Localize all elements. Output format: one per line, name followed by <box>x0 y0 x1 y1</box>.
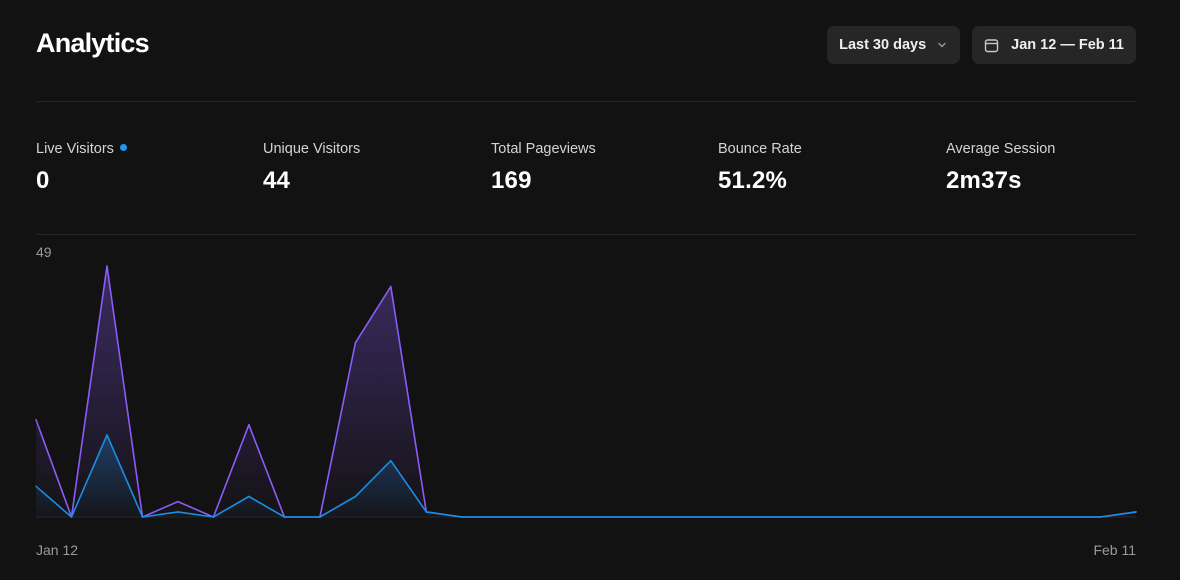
visitors-point <box>886 516 889 518</box>
stat-value: 169 <box>491 167 532 194</box>
visitors-point <box>957 516 960 518</box>
visitors-point <box>319 516 321 518</box>
stat-value: 2m37s <box>946 167 1022 194</box>
visitors-point <box>851 516 853 518</box>
pageviews-point <box>354 342 357 344</box>
page-title: Analytics <box>36 28 150 58</box>
visitors-point <box>1135 511 1137 513</box>
chevron-down-icon <box>936 39 948 51</box>
stat-total-pageviews: Total Pageviews 169 <box>491 140 596 195</box>
visitors-point <box>461 516 463 518</box>
visitors-point <box>567 516 570 518</box>
stat-unique-visitors: Unique Visitors 44 <box>263 140 360 195</box>
visitors-point <box>106 434 108 436</box>
visitors-point <box>780 516 782 518</box>
pageviews-point <box>35 418 37 421</box>
visitors-point <box>744 516 747 518</box>
stat-value: 0 <box>36 167 50 194</box>
stat-label: Total Pageviews <box>491 141 596 157</box>
live-indicator-dot <box>119 144 127 151</box>
chart-plot-area <box>35 265 1137 518</box>
stat-label: Live Visitors <box>36 141 114 157</box>
visitors-point <box>283 516 286 518</box>
y-axis-max-label: 49 <box>36 244 52 260</box>
visitors-point <box>354 495 357 498</box>
stat-live-visitors: Live Visitors 0 <box>36 140 127 195</box>
stat-average-session: Average Session 2m37s <box>946 140 1055 195</box>
pageviews-point <box>106 265 108 267</box>
stat-value: 44 <box>263 167 291 194</box>
visitors-point <box>673 516 676 518</box>
visitors-point <box>638 516 640 518</box>
pageviews-point <box>390 285 392 288</box>
visitors-point <box>390 459 392 462</box>
visitors-point <box>177 511 179 513</box>
visitors-point <box>1064 516 1066 518</box>
x-axis-start-label: Jan 12 <box>36 542 79 558</box>
date-range-button[interactable]: Jan 12 — Feb 11 <box>972 26 1136 64</box>
stats-divider <box>36 234 1136 235</box>
visitors-point <box>532 516 534 518</box>
pageviews-area <box>36 266 1136 517</box>
pageviews-point <box>248 424 250 426</box>
pageviews-point <box>177 500 179 503</box>
visitors-point <box>709 516 711 518</box>
visitors-point <box>35 485 37 488</box>
header-controls: Last 30 days Jan 12 — Feb 11 <box>827 26 1136 64</box>
pageviews-line <box>35 265 1137 518</box>
visitors-point <box>248 495 250 498</box>
x-axis-end-label: Feb 11 <box>1093 542 1136 558</box>
header: Analytics Last 30 days Jan 12 — Feb 11 <box>36 26 1136 64</box>
visitors-point <box>922 516 924 518</box>
stat-label: Bounce Rate <box>718 141 802 157</box>
visitors-point <box>425 511 428 513</box>
visitors-point <box>1028 516 1031 518</box>
range-select-label: Last 30 days <box>839 37 927 53</box>
visitors-point <box>1099 516 1102 518</box>
visitors-point <box>141 516 144 518</box>
stats-row: Live Visitors 0 Unique Visitors 44 Total… <box>36 140 1136 200</box>
date-range-label: Jan 12 — Feb 11 <box>1011 37 1124 53</box>
visitors-point <box>70 516 73 518</box>
calendar-icon <box>984 38 999 53</box>
visitors-line <box>35 434 1137 518</box>
visitors-point <box>496 516 499 518</box>
stat-label: Unique Visitors <box>263 141 361 157</box>
stat-value: 51.2% <box>718 167 788 194</box>
visitors-point <box>815 516 818 518</box>
stat-label: Average Session <box>946 141 1056 157</box>
stat-bounce-rate: Bounce Rate 51.2% <box>718 140 802 195</box>
header-divider <box>36 101 1136 102</box>
range-select-button[interactable]: Last 30 days <box>827 26 961 64</box>
visitors-point <box>602 516 605 518</box>
visitors-area <box>36 435 1136 517</box>
visitors-point <box>212 516 215 518</box>
visitors-point <box>993 516 995 518</box>
